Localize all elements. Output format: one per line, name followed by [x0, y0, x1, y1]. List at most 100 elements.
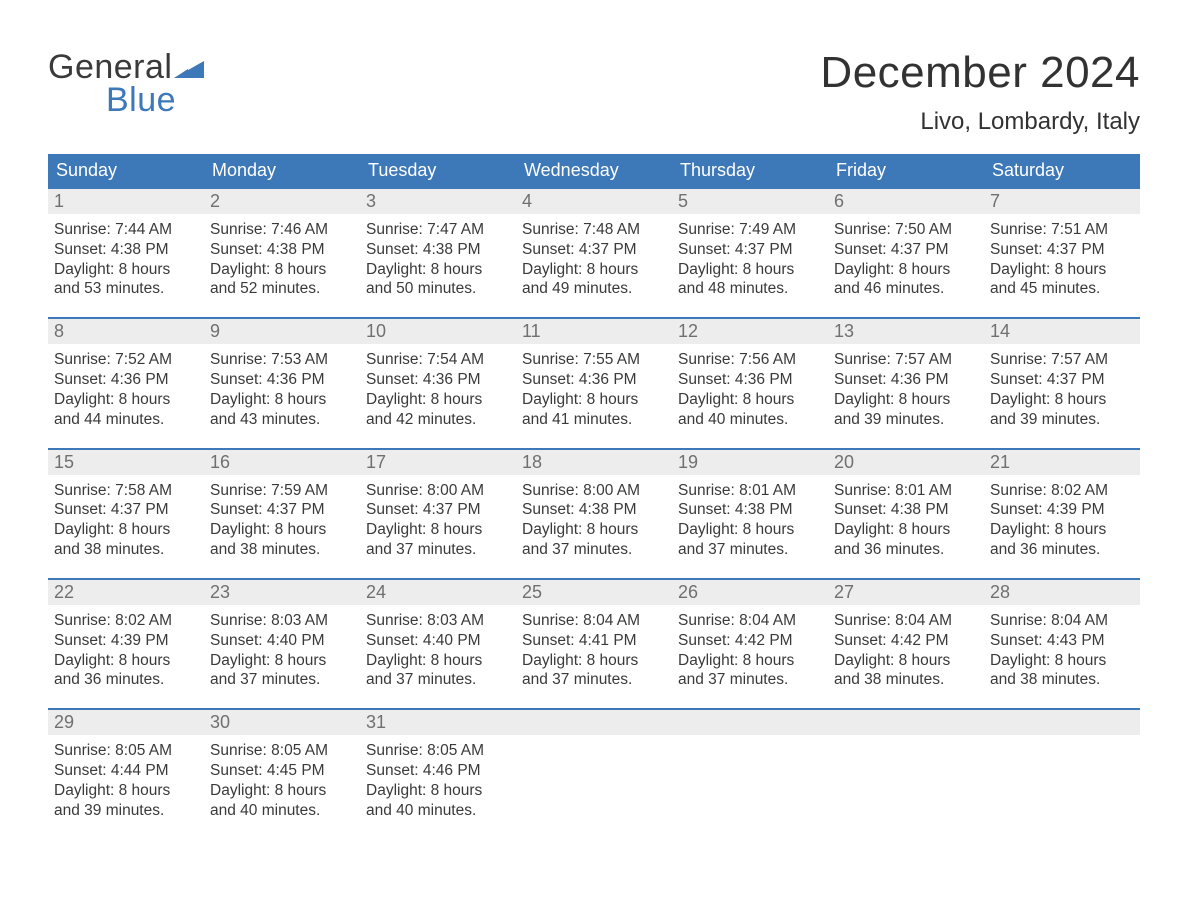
sunset-line: Sunset: 4:43 PM — [990, 631, 1134, 651]
calendar-day: 9Sunrise: 7:53 AMSunset: 4:36 PMDaylight… — [204, 319, 360, 429]
day-number: 8 — [48, 319, 204, 344]
sunrise-line: Sunrise: 8:00 AM — [366, 481, 510, 501]
sunrise-line: Sunrise: 8:04 AM — [522, 611, 666, 631]
daylight-line-1: Daylight: 8 hours — [678, 651, 822, 671]
daylight-line-2: and 40 minutes. — [366, 801, 510, 821]
day-number: 17 — [360, 450, 516, 475]
calendar-day: 31Sunrise: 8:05 AMSunset: 4:46 PMDayligh… — [360, 710, 516, 820]
day-body: Sunrise: 8:00 AMSunset: 4:37 PMDaylight:… — [360, 475, 516, 560]
day-body: Sunrise: 7:53 AMSunset: 4:36 PMDaylight:… — [204, 344, 360, 429]
calendar-day: 4Sunrise: 7:48 AMSunset: 4:37 PMDaylight… — [516, 189, 672, 299]
day-body: Sunrise: 8:03 AMSunset: 4:40 PMDaylight:… — [360, 605, 516, 690]
day-body: Sunrise: 7:57 AMSunset: 4:37 PMDaylight:… — [984, 344, 1140, 429]
daylight-line-2: and 36 minutes. — [834, 540, 978, 560]
calendar-day — [516, 710, 672, 820]
sunrise-line: Sunrise: 7:51 AM — [990, 220, 1134, 240]
daylight-line-2: and 49 minutes. — [522, 279, 666, 299]
day-number: 4 — [516, 189, 672, 214]
sunset-line: Sunset: 4:46 PM — [366, 761, 510, 781]
calendar-week: 29Sunrise: 8:05 AMSunset: 4:44 PMDayligh… — [48, 708, 1140, 820]
day-number: 12 — [672, 319, 828, 344]
day-body: Sunrise: 8:01 AMSunset: 4:38 PMDaylight:… — [828, 475, 984, 560]
day-number: 31 — [360, 710, 516, 735]
day-body — [672, 735, 828, 741]
daylight-line-2: and 38 minutes. — [834, 670, 978, 690]
dow-wednesday: Wednesday — [516, 154, 672, 187]
calendar-week: 22Sunrise: 8:02 AMSunset: 4:39 PMDayligh… — [48, 578, 1140, 690]
sunrise-line: Sunrise: 7:54 AM — [366, 350, 510, 370]
daylight-line-2: and 45 minutes. — [990, 279, 1134, 299]
day-number: 11 — [516, 319, 672, 344]
day-number: 18 — [516, 450, 672, 475]
day-body — [516, 735, 672, 741]
logo-triangle-icon — [174, 58, 204, 83]
daylight-line-2: and 37 minutes. — [522, 670, 666, 690]
day-number: 15 — [48, 450, 204, 475]
calendar-day: 27Sunrise: 8:04 AMSunset: 4:42 PMDayligh… — [828, 580, 984, 690]
calendar-week: 1Sunrise: 7:44 AMSunset: 4:38 PMDaylight… — [48, 187, 1140, 299]
dow-monday: Monday — [204, 154, 360, 187]
calendar-day — [672, 710, 828, 820]
day-number: 27 — [828, 580, 984, 605]
calendar-day: 26Sunrise: 8:04 AMSunset: 4:42 PMDayligh… — [672, 580, 828, 690]
day-number: 22 — [48, 580, 204, 605]
daylight-line-2: and 40 minutes. — [678, 410, 822, 430]
day-number: 21 — [984, 450, 1140, 475]
logo: General Blue — [48, 48, 204, 120]
daylight-line-1: Daylight: 8 hours — [54, 520, 198, 540]
daylight-line-1: Daylight: 8 hours — [54, 781, 198, 801]
daylight-line-2: and 52 minutes. — [210, 279, 354, 299]
daylight-line-1: Daylight: 8 hours — [210, 520, 354, 540]
calendar-day: 2Sunrise: 7:46 AMSunset: 4:38 PMDaylight… — [204, 189, 360, 299]
sunrise-line: Sunrise: 7:49 AM — [678, 220, 822, 240]
daylight-line-1: Daylight: 8 hours — [366, 260, 510, 280]
day-number: 30 — [204, 710, 360, 735]
calendar-day: 20Sunrise: 8:01 AMSunset: 4:38 PMDayligh… — [828, 450, 984, 560]
daylight-line-2: and 39 minutes. — [990, 410, 1134, 430]
daylight-line-1: Daylight: 8 hours — [834, 651, 978, 671]
daylight-line-2: and 43 minutes. — [210, 410, 354, 430]
day-number: 16 — [204, 450, 360, 475]
sunrise-line: Sunrise: 8:04 AM — [834, 611, 978, 631]
day-body: Sunrise: 8:04 AMSunset: 4:42 PMDaylight:… — [672, 605, 828, 690]
sunrise-line: Sunrise: 7:44 AM — [54, 220, 198, 240]
calendar-day: 18Sunrise: 8:00 AMSunset: 4:38 PMDayligh… — [516, 450, 672, 560]
daylight-line-2: and 36 minutes. — [990, 540, 1134, 560]
sunset-line: Sunset: 4:37 PM — [366, 500, 510, 520]
daylight-line-1: Daylight: 8 hours — [366, 390, 510, 410]
calendar: Sunday Monday Tuesday Wednesday Thursday… — [48, 154, 1140, 821]
daylight-line-1: Daylight: 8 hours — [522, 390, 666, 410]
sunset-line: Sunset: 4:37 PM — [990, 240, 1134, 260]
calendar-day: 6Sunrise: 7:50 AMSunset: 4:37 PMDaylight… — [828, 189, 984, 299]
sunrise-line: Sunrise: 7:57 AM — [990, 350, 1134, 370]
day-number: 28 — [984, 580, 1140, 605]
sunset-line: Sunset: 4:44 PM — [54, 761, 198, 781]
daylight-line-2: and 37 minutes. — [522, 540, 666, 560]
calendar-day: 29Sunrise: 8:05 AMSunset: 4:44 PMDayligh… — [48, 710, 204, 820]
sunset-line: Sunset: 4:36 PM — [678, 370, 822, 390]
sunrise-line: Sunrise: 7:55 AM — [522, 350, 666, 370]
daylight-line-2: and 37 minutes. — [366, 670, 510, 690]
sunrise-line: Sunrise: 7:48 AM — [522, 220, 666, 240]
day-body: Sunrise: 8:02 AMSunset: 4:39 PMDaylight:… — [984, 475, 1140, 560]
daylight-line-2: and 40 minutes. — [210, 801, 354, 821]
sunrise-line: Sunrise: 8:02 AM — [990, 481, 1134, 501]
sunset-line: Sunset: 4:37 PM — [678, 240, 822, 260]
sunset-line: Sunset: 4:41 PM — [522, 631, 666, 651]
daylight-line-2: and 36 minutes. — [54, 670, 198, 690]
sunset-line: Sunset: 4:38 PM — [678, 500, 822, 520]
calendar-day — [984, 710, 1140, 820]
sunrise-line: Sunrise: 7:46 AM — [210, 220, 354, 240]
daylight-line-1: Daylight: 8 hours — [990, 651, 1134, 671]
daylight-line-2: and 38 minutes. — [54, 540, 198, 560]
calendar-week: 8Sunrise: 7:52 AMSunset: 4:36 PMDaylight… — [48, 317, 1140, 429]
sunset-line: Sunset: 4:42 PM — [678, 631, 822, 651]
day-number — [672, 710, 828, 735]
daylight-line-1: Daylight: 8 hours — [522, 520, 666, 540]
day-number: 23 — [204, 580, 360, 605]
sunrise-line: Sunrise: 8:05 AM — [54, 741, 198, 761]
day-number — [516, 710, 672, 735]
daylight-line-1: Daylight: 8 hours — [678, 390, 822, 410]
sunrise-line: Sunrise: 7:56 AM — [678, 350, 822, 370]
day-body: Sunrise: 8:05 AMSunset: 4:44 PMDaylight:… — [48, 735, 204, 820]
